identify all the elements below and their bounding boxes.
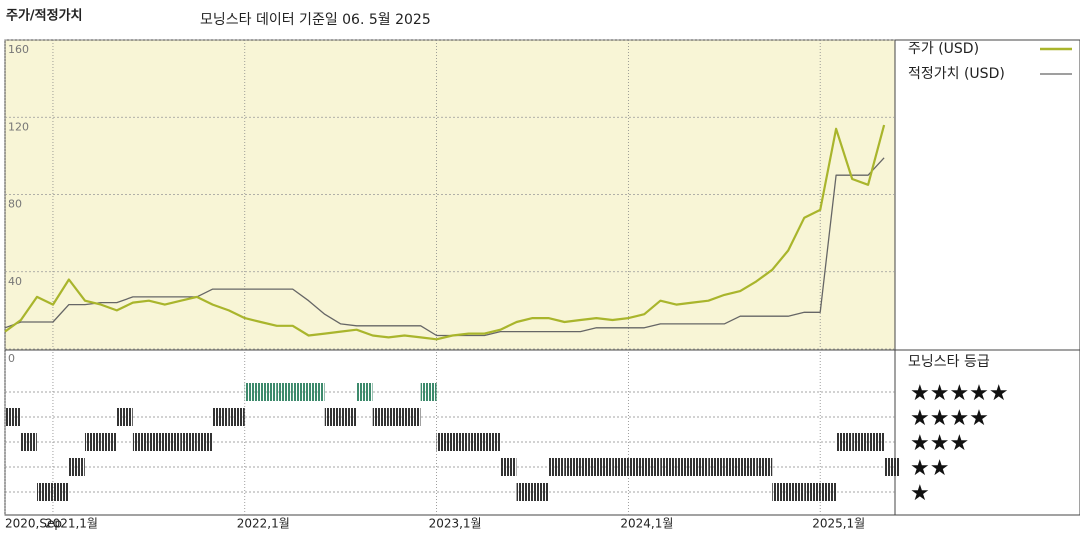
rating-mark [836, 433, 853, 451]
rating-mark [596, 458, 613, 476]
rating-mark [356, 383, 373, 401]
y-tick-label: 120 [8, 120, 29, 133]
rating-mark [740, 458, 757, 476]
rating-mark [852, 433, 869, 451]
rating-mark [84, 433, 101, 451]
y-tick-label: 40 [8, 275, 22, 288]
rating-mark [580, 458, 597, 476]
rating-mark [308, 383, 325, 401]
x-tick-label: 2022,1월 [237, 517, 290, 531]
ratings-title: 모닝스타 등급 [908, 354, 990, 370]
plot-background [5, 40, 895, 350]
rating-mark [644, 458, 661, 476]
chart-subtitle: 모닝스타 데이터 기준일 06. 5월 2025 [200, 12, 431, 28]
series-line [4, 124, 886, 341]
rating-mark [612, 458, 629, 476]
rating-mark [196, 433, 213, 451]
legend-label: 주가 (USD) [908, 41, 979, 57]
x-tick-label: 2025,1월 [812, 517, 865, 531]
rating-mark [372, 408, 389, 426]
rating-mark [660, 458, 677, 476]
rating-mark [884, 458, 900, 476]
rating-mark [276, 383, 293, 401]
rating-label: ★★★★ [910, 406, 989, 431]
rating-mark [244, 383, 261, 401]
rating-mark [804, 483, 821, 501]
rating-label: ★ [910, 481, 930, 506]
legend-label: 적정가치 (USD) [908, 66, 1005, 82]
x-tick-label: 2024,1월 [620, 517, 673, 531]
rating-mark [772, 483, 789, 501]
rating-mark [516, 483, 533, 501]
x-tick-label: 2020,Sep [5, 517, 62, 531]
rating-mark [436, 433, 453, 451]
rating-mark [292, 383, 309, 401]
rating-mark [68, 458, 85, 476]
rating-mark [676, 458, 693, 476]
rating-label: ★★★ [910, 431, 969, 456]
rating-mark [708, 458, 725, 476]
rating-mark [532, 483, 549, 501]
x-tick-label: 2023,1월 [429, 517, 482, 531]
y-tick-label: 0 [8, 352, 15, 365]
x-tick-label: 2021,1월 [45, 517, 98, 531]
rating-mark [724, 458, 741, 476]
rating-mark [324, 408, 341, 426]
series-line [4, 157, 885, 337]
rating-mark [100, 433, 117, 451]
rating-mark [228, 408, 245, 426]
chart-title: 주가/적정가치 [6, 8, 83, 24]
rating-mark [212, 408, 229, 426]
rating-label: ★★ [910, 456, 949, 481]
rating-mark [868, 433, 885, 451]
rating-mark [548, 458, 565, 476]
rating-mark [692, 458, 709, 476]
rating-mark [820, 483, 837, 501]
rating-mark [500, 458, 517, 476]
rating-mark [468, 433, 485, 451]
rating-mark [404, 408, 421, 426]
rating-mark [180, 433, 197, 451]
rating-mark [628, 458, 645, 476]
rating-mark [20, 433, 37, 451]
rating-mark [260, 383, 277, 401]
rating-mark [148, 433, 165, 451]
rating-mark [484, 433, 501, 451]
rating-mark [116, 408, 133, 426]
rating-mark [388, 408, 405, 426]
rating-mark [564, 458, 581, 476]
rating-label: ★★★★★ [910, 381, 1009, 406]
rating-mark [756, 458, 773, 476]
rating-mark [132, 433, 149, 451]
rating-mark [164, 433, 181, 451]
y-tick-label: 80 [8, 198, 22, 211]
rating-mark [5, 408, 21, 426]
rating-mark [52, 483, 69, 501]
rating-mark [452, 433, 469, 451]
rating-mark [420, 383, 437, 401]
rating-mark [340, 408, 357, 426]
y-tick-label: 160 [8, 43, 29, 56]
rating-mark [37, 483, 53, 501]
rating-mark [788, 483, 805, 501]
